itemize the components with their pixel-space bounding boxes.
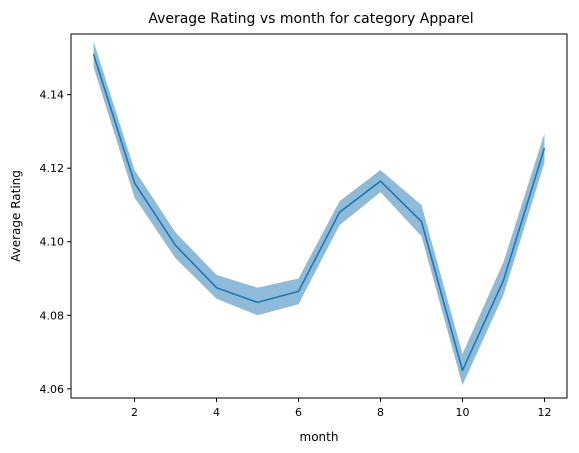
x-axis: 2 4 6 8 10 12 <box>131 398 551 419</box>
data-point <box>502 279 504 281</box>
data-point <box>543 147 545 149</box>
data-point <box>93 53 95 55</box>
axes-frame <box>70 33 568 399</box>
y-axis-label: Average Rating <box>9 170 23 262</box>
series-line-0 <box>92 53 546 372</box>
data-point <box>461 369 463 371</box>
data-point <box>420 221 422 223</box>
data-point <box>134 182 136 184</box>
x-tick-label: 8 <box>377 406 384 419</box>
y-tick-label: 4.08 <box>40 309 65 322</box>
confidence-band-0 <box>93 41 545 386</box>
data-point <box>379 180 381 182</box>
data-point <box>257 301 259 303</box>
data-point <box>298 290 300 292</box>
y-axis: 4.06 4.08 4.10 4.12 4.14 <box>40 89 71 396</box>
x-tick-label: 10 <box>455 406 469 419</box>
data-point <box>216 287 218 289</box>
y-tick-label: 4.12 <box>40 162 65 175</box>
plot-area <box>92 41 546 386</box>
x-tick-label: 6 <box>295 406 302 419</box>
y-tick-label: 4.14 <box>40 89 65 102</box>
x-tick-label: 4 <box>213 406 220 419</box>
x-tick-label: 12 <box>537 406 551 419</box>
x-axis-label: month <box>300 430 339 444</box>
y-tick-label: 4.06 <box>40 383 65 396</box>
chart-title: Average Rating vs month for category App… <box>148 11 473 27</box>
x-tick-label: 2 <box>131 406 138 419</box>
data-point <box>339 211 341 213</box>
y-tick-label: 4.10 <box>40 236 65 249</box>
data-point <box>175 244 177 246</box>
